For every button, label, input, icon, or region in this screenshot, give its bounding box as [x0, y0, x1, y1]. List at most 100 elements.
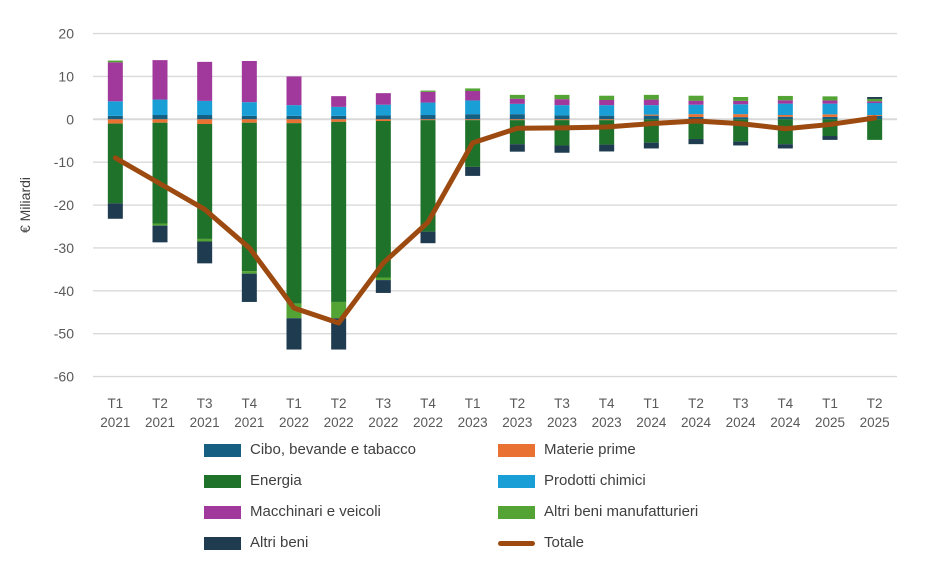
bar-segment-energia[interactable]: [375, 121, 391, 278]
bar-segment-prodotti-chimici[interactable]: [331, 106, 347, 116]
bar-segment-energia[interactable]: [241, 122, 257, 272]
bar-segment-prodotti-chimici[interactable]: [688, 104, 704, 115]
bar-segment-altri-beni-manufatturieri[interactable]: [197, 238, 213, 242]
bar-segment-cibo-bevande-e-tabacco[interactable]: [643, 115, 659, 120]
bar-segment-altri-beni[interactable]: [286, 318, 302, 350]
bar-segment-materie-prime[interactable]: [420, 119, 436, 121]
bar-segment-prodotti-chimici[interactable]: [867, 103, 883, 116]
bar-segment-materie-prime[interactable]: [643, 114, 659, 116]
bar-segment-altri-beni[interactable]: [375, 280, 391, 293]
bar-segment-cibo-bevande-e-tabacco[interactable]: [286, 115, 302, 120]
bar-segment-altri-beni[interactable]: [197, 241, 213, 264]
bar-segment-altri-beni-manufatturieri[interactable]: [688, 95, 704, 101]
bar-segment-energia[interactable]: [599, 120, 615, 145]
bar-segment-altri-beni[interactable]: [241, 273, 257, 302]
bar-segment-cibo-bevande-e-tabacco[interactable]: [197, 115, 213, 120]
bar-segment-materie-prime[interactable]: [331, 119, 347, 122]
bar-segment-prodotti-chimici[interactable]: [241, 102, 257, 116]
bar-segment-altri-beni[interactable]: [599, 144, 615, 152]
bar-segment-macchinari-e-veicoli[interactable]: [643, 99, 659, 106]
bar-segment-materie-prime[interactable]: [688, 114, 704, 117]
bar-segment-prodotti-chimici[interactable]: [152, 99, 168, 116]
bar-segment-altri-beni-manufatturieri[interactable]: [465, 88, 481, 92]
bar-segment-cibo-bevande-e-tabacco[interactable]: [241, 115, 257, 120]
bar-segment-cibo-bevande-e-tabacco[interactable]: [822, 116, 838, 120]
bar-segment-prodotti-chimici[interactable]: [733, 104, 749, 115]
bar-segment-cibo-bevande-e-tabacco[interactable]: [375, 115, 391, 120]
bar-segment-materie-prime[interactable]: [465, 119, 481, 121]
bar-segment-materie-prime[interactable]: [822, 114, 838, 117]
bar-segment-altri-beni[interactable]: [643, 142, 659, 149]
bar-segment-prodotti-chimici[interactable]: [420, 102, 436, 116]
bar-segment-altri-beni-manufatturieri[interactable]: [599, 95, 615, 101]
bar-segment-macchinari-e-veicoli[interactable]: [777, 100, 793, 104]
bar-segment-altri-beni-manufatturieri[interactable]: [822, 96, 838, 101]
bar-segment-materie-prime[interactable]: [554, 119, 570, 121]
bar-segment-energia[interactable]: [777, 119, 793, 145]
bar-segment-prodotti-chimici[interactable]: [509, 103, 525, 115]
bar-segment-materie-prime[interactable]: [733, 114, 749, 118]
bar-segment-altri-beni[interactable]: [420, 231, 436, 244]
bar-segment-cibo-bevande-e-tabacco[interactable]: [107, 115, 123, 120]
bar-segment-macchinari-e-veicoli[interactable]: [152, 60, 168, 100]
bar-segment-cibo-bevande-e-tabacco[interactable]: [152, 115, 168, 120]
bar-segment-materie-prime[interactable]: [152, 119, 168, 123]
bar-segment-prodotti-chimici[interactable]: [375, 104, 391, 116]
bar-segment-cibo-bevande-e-tabacco[interactable]: [509, 114, 525, 120]
bar-segment-prodotti-chimici[interactable]: [599, 105, 615, 116]
bar-segment-cibo-bevande-e-tabacco[interactable]: [420, 115, 436, 120]
bar-segment-energia[interactable]: [420, 120, 436, 232]
bar-segment-prodotti-chimici[interactable]: [777, 103, 793, 116]
bar-segment-altri-beni[interactable]: [331, 318, 347, 350]
bar-segment-altri-beni[interactable]: [733, 141, 749, 146]
bar-segment-cibo-bevande-e-tabacco[interactable]: [465, 114, 481, 120]
bar-segment-macchinari-e-veicoli[interactable]: [599, 100, 615, 106]
bar-segment-macchinari-e-veicoli[interactable]: [465, 91, 481, 101]
bar-segment-altri-beni[interactable]: [777, 144, 793, 149]
bar-segment-cibo-bevande-e-tabacco[interactable]: [599, 115, 615, 120]
bar-segment-energia[interactable]: [286, 123, 302, 304]
bar-segment-materie-prime[interactable]: [599, 119, 615, 121]
bar-segment-energia[interactable]: [152, 122, 168, 224]
bar-segment-altri-beni[interactable]: [509, 144, 525, 152]
bar-segment-prodotti-chimici[interactable]: [197, 100, 213, 116]
bar-segment-altri-beni-manufatturieri[interactable]: [867, 98, 883, 102]
bar-segment-materie-prime[interactable]: [777, 115, 793, 117]
bar-segment-altri-beni[interactable]: [822, 136, 838, 140]
bar-segment-materie-prime[interactable]: [286, 119, 302, 124]
bar-segment-materie-prime[interactable]: [867, 115, 883, 116]
bar-segment-materie-prime[interactable]: [107, 119, 123, 124]
bar-segment-altri-beni-manufatturieri[interactable]: [554, 94, 570, 100]
totale-line[interactable]: [112, 115, 878, 326]
bar-segment-cibo-bevande-e-tabacco[interactable]: [554, 115, 570, 120]
bar-segment-altri-beni-manufatturieri[interactable]: [375, 277, 391, 281]
bar-segment-cibo-bevande-e-tabacco[interactable]: [777, 116, 793, 120]
bar-segment-macchinari-e-veicoli[interactable]: [375, 93, 391, 105]
bar-segment-altri-beni-manufatturieri[interactable]: [733, 97, 749, 101]
bar-segment-altri-beni[interactable]: [152, 225, 168, 243]
bar-segment-materie-prime[interactable]: [197, 119, 213, 125]
bar-segment-altri-beni-manufatturieri[interactable]: [509, 94, 525, 99]
bar-segment-altri-beni[interactable]: [688, 139, 704, 145]
bar-segment-macchinari-e-veicoli[interactable]: [688, 100, 704, 105]
bar-segment-cibo-bevande-e-tabacco[interactable]: [331, 115, 347, 120]
bar-segment-macchinari-e-veicoli[interactable]: [420, 91, 436, 103]
bar-segment-prodotti-chimici[interactable]: [643, 105, 659, 115]
bar-segment-macchinari-e-veicoli[interactable]: [822, 100, 838, 104]
bar-segment-macchinari-e-veicoli[interactable]: [107, 62, 123, 102]
bar-segment-materie-prime[interactable]: [241, 119, 257, 123]
bar-segment-altri-beni[interactable]: [465, 166, 481, 176]
bar-segment-prodotti-chimici[interactable]: [286, 105, 302, 116]
bar-segment-altri-beni-manufatturieri[interactable]: [777, 95, 793, 101]
bar-segment-energia[interactable]: [331, 121, 347, 302]
bar-segment-macchinari-e-veicoli[interactable]: [197, 61, 213, 101]
bar-segment-energia[interactable]: [197, 124, 213, 239]
bar-segment-energia[interactable]: [107, 123, 123, 204]
bar-segment-altri-beni-manufatturieri[interactable]: [420, 90, 436, 92]
bar-segment-energia[interactable]: [867, 119, 883, 140]
bar-segment-macchinari-e-veicoli[interactable]: [331, 96, 347, 107]
bar-segment-macchinari-e-veicoli[interactable]: [241, 60, 257, 103]
bar-segment-altri-beni-manufatturieri[interactable]: [643, 94, 659, 100]
bar-segment-altri-beni[interactable]: [867, 97, 883, 99]
bar-segment-materie-prime[interactable]: [509, 119, 525, 121]
